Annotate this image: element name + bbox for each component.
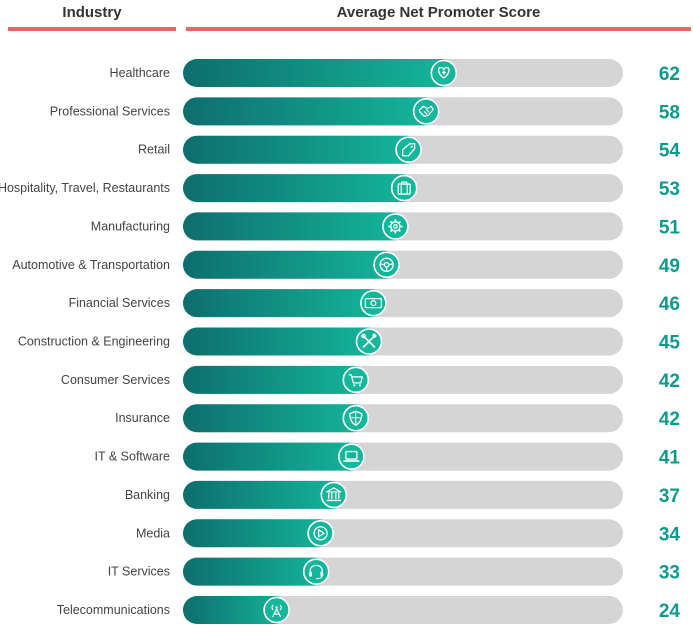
bar <box>183 404 368 433</box>
price-tag-icon <box>395 136 422 164</box>
header-rule-right <box>186 27 691 31</box>
value-label: 53 <box>659 179 680 200</box>
category-label: Professional Services <box>50 104 170 118</box>
heart-cross-icon <box>430 59 458 87</box>
bank-icon <box>320 481 348 509</box>
value-label: 34 <box>659 524 681 545</box>
bar <box>183 289 386 318</box>
category-label: Media <box>136 526 170 540</box>
tools-icon <box>355 328 383 355</box>
category-label: Financial Services <box>69 296 170 310</box>
play-icon <box>307 519 334 547</box>
category-label: Construction & Engineering <box>18 335 170 349</box>
category-label: IT Services <box>108 565 170 579</box>
value-label: 42 <box>659 371 680 392</box>
bar <box>183 519 333 548</box>
value-label: 41 <box>659 448 681 469</box>
value-label: 51 <box>659 217 681 238</box>
bar <box>183 97 439 126</box>
banknote-icon <box>360 289 387 317</box>
shopping-cart-icon <box>342 366 370 394</box>
suitcase-icon <box>390 174 418 202</box>
steering-wheel-icon <box>373 251 400 279</box>
category-label: Retail <box>138 143 170 157</box>
laptop-icon <box>338 443 365 470</box>
bar <box>183 59 456 87</box>
category-label: IT & Software <box>95 450 171 464</box>
industry-column-header: Industry <box>62 4 122 21</box>
bar <box>183 250 399 279</box>
value-label: 42 <box>659 409 680 430</box>
header-rule-left <box>8 27 176 31</box>
bar <box>183 442 364 471</box>
gear-icon <box>382 213 409 240</box>
category-label: Insurance <box>115 411 170 425</box>
value-label: 33 <box>659 563 680 584</box>
value-label: 24 <box>659 601 681 622</box>
bar <box>183 480 346 509</box>
bar <box>183 365 368 394</box>
category-label: Telecommunications <box>57 603 170 617</box>
handshake-icon <box>412 98 440 125</box>
value-label: 62 <box>659 64 680 85</box>
value-label: 49 <box>659 256 680 277</box>
category-label: Healthcare <box>110 66 170 80</box>
shield-icon <box>342 404 370 432</box>
bar <box>183 327 381 356</box>
score-column-header: Average Net Promoter Score <box>336 4 541 21</box>
antenna-tower-icon <box>263 596 290 624</box>
value-label: 46 <box>659 294 680 315</box>
value-label: 37 <box>659 486 680 507</box>
category-label: Manufacturing <box>91 219 170 233</box>
bar-track <box>183 596 623 624</box>
value-label: 54 <box>659 141 681 162</box>
bar <box>183 174 417 203</box>
category-label: Consumer Services <box>61 373 170 387</box>
category-label: Banking <box>125 488 170 502</box>
value-label: 45 <box>659 333 681 354</box>
category-label: Automotive & Transportation <box>12 258 170 272</box>
headset-icon <box>302 558 330 585</box>
bar <box>183 596 289 624</box>
bar <box>183 212 408 241</box>
bar <box>183 557 329 586</box>
category-label: Hospitality, Travel, Restaurants <box>0 181 170 195</box>
bar <box>183 135 421 164</box>
value-label: 58 <box>659 102 680 123</box>
